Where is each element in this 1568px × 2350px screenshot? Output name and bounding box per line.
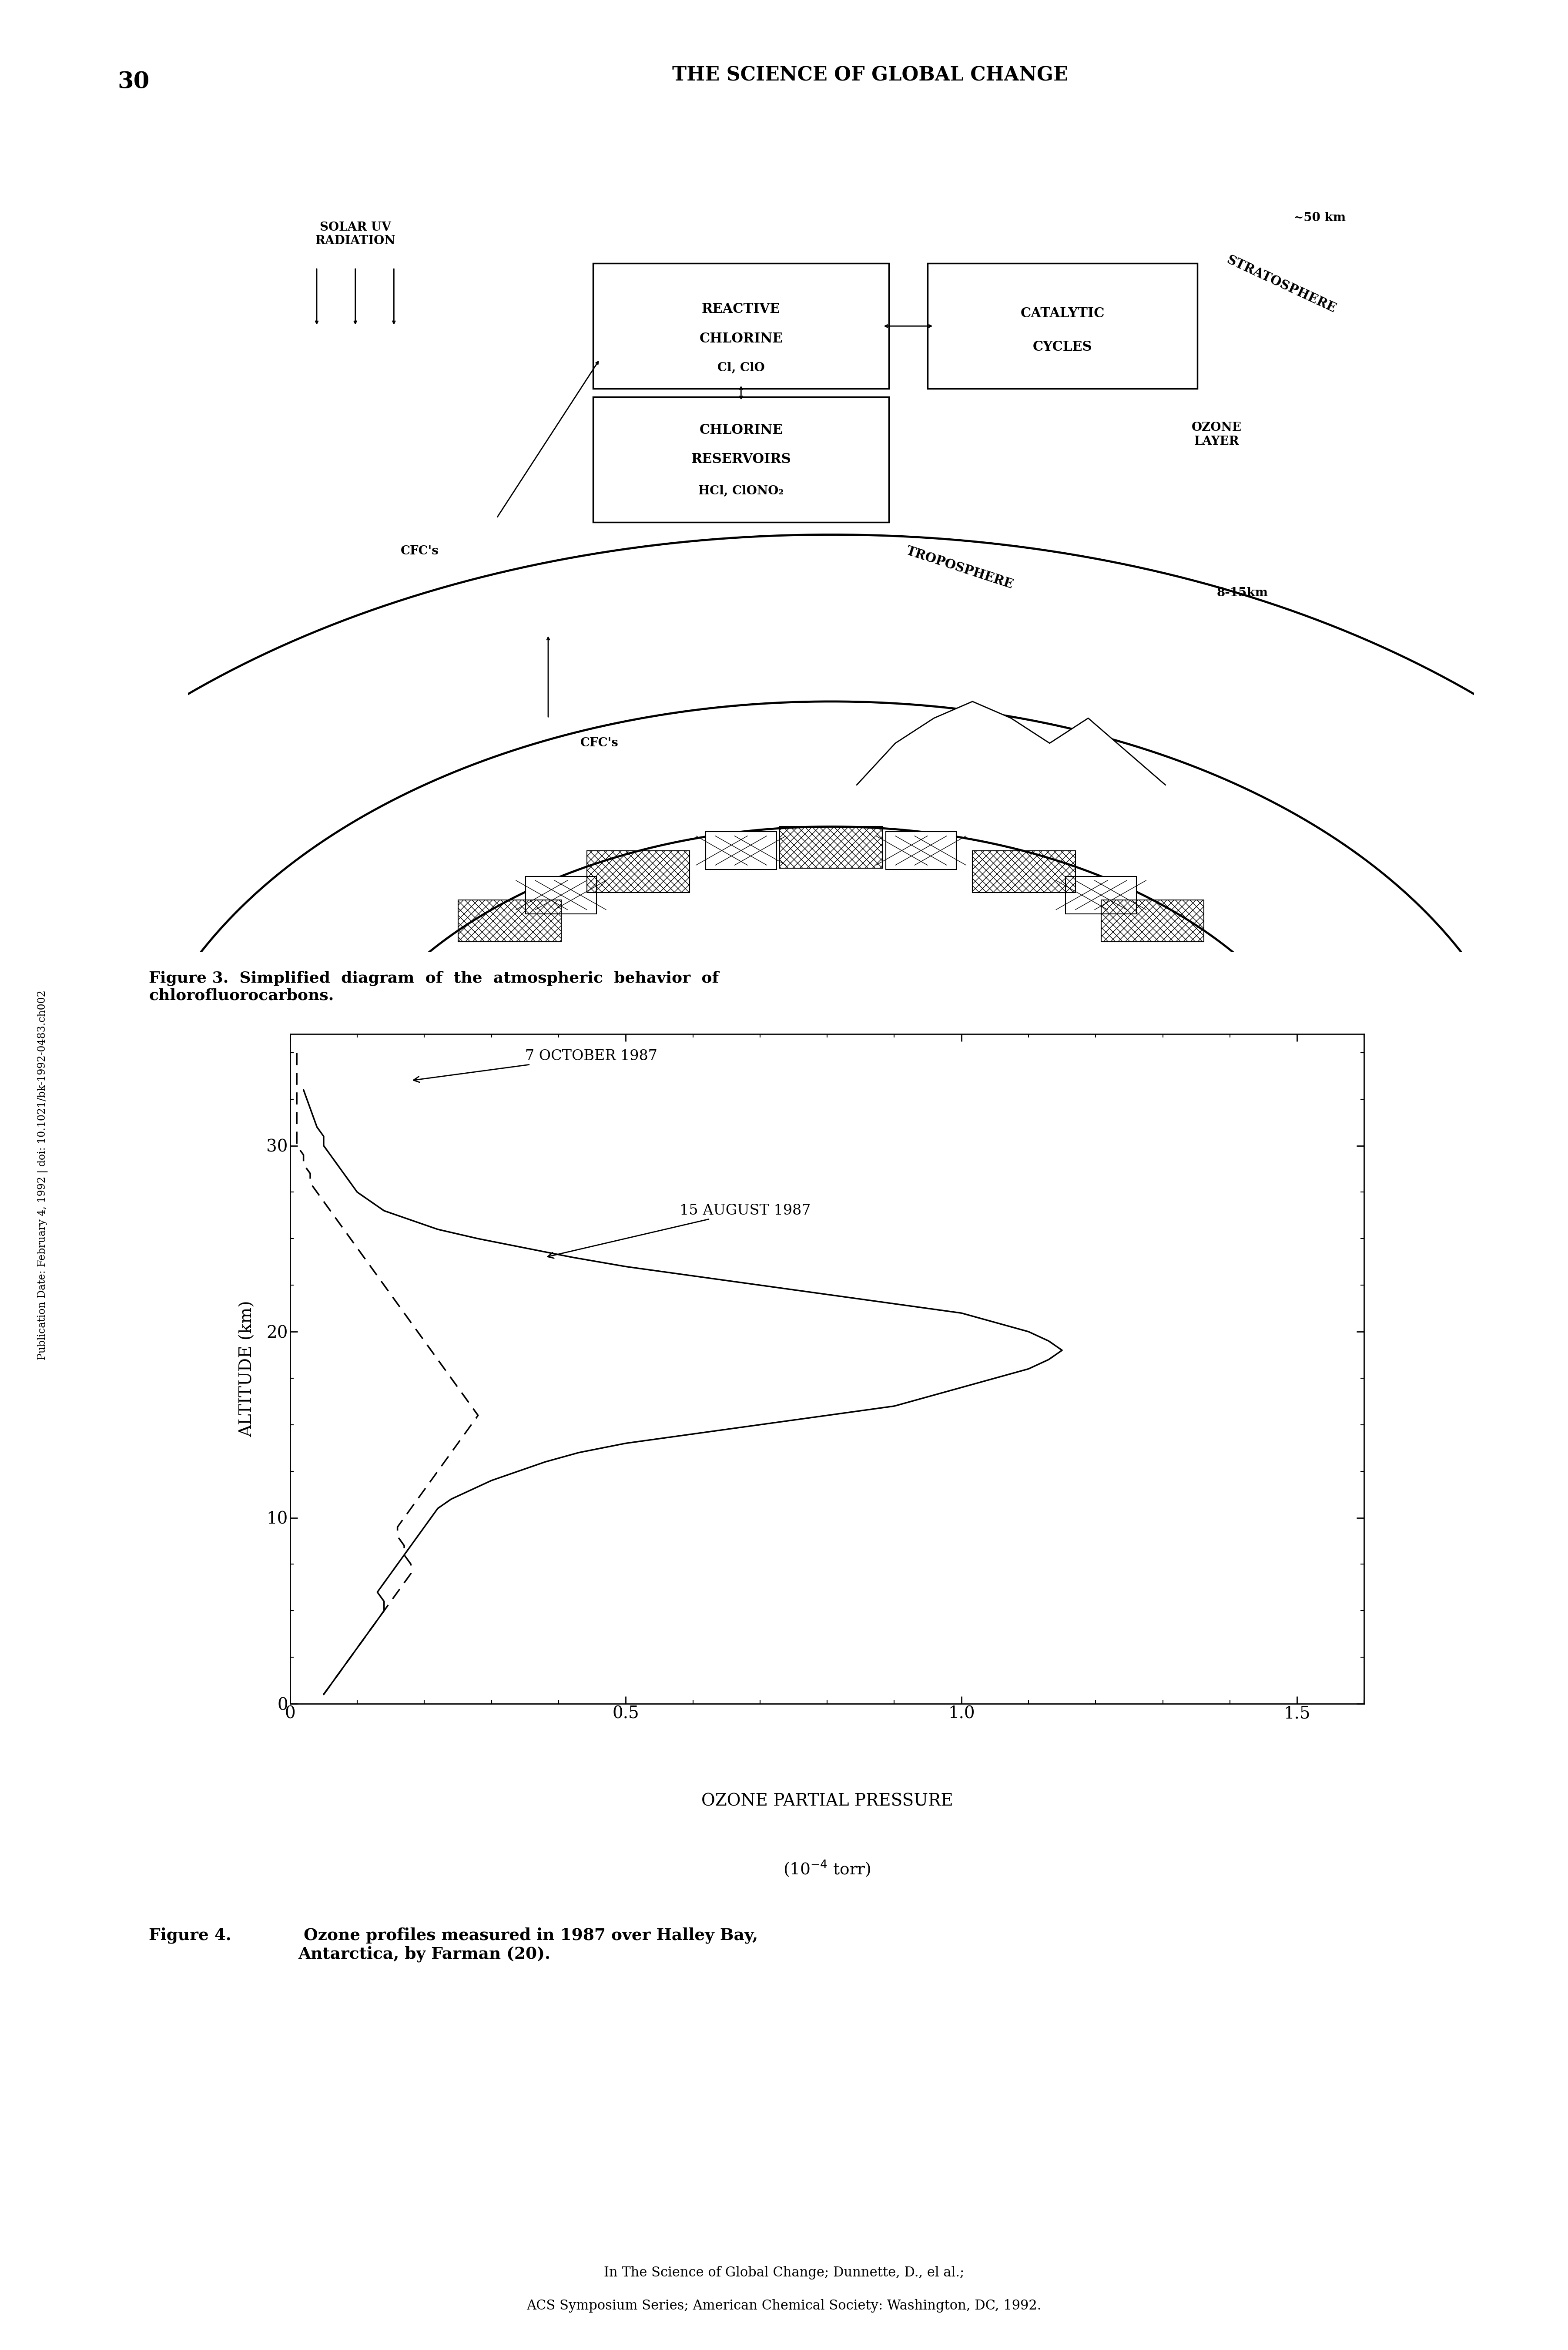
Text: REACTIVE: REACTIVE [702, 303, 781, 317]
Text: CATALYTIC: CATALYTIC [1021, 308, 1104, 320]
Y-axis label: ALTITUDE (km): ALTITUDE (km) [240, 1300, 256, 1438]
Text: CHLORINE: CHLORINE [699, 423, 782, 437]
Text: OZONE PARTIAL PRESSURE: OZONE PARTIAL PRESSURE [701, 1793, 953, 1810]
Polygon shape [345, 999, 417, 1036]
FancyBboxPatch shape [593, 263, 889, 388]
Text: In The Science of Global Change; Dunnette, D., el al.;: In The Science of Global Change; Dunnett… [604, 2265, 964, 2279]
Text: Ozone profiles measured in 1987 over Halley Bay,
Antarctica, by Farman (20).: Ozone profiles measured in 1987 over Hal… [298, 1927, 757, 1962]
Text: CYCLES: CYCLES [1033, 341, 1093, 352]
FancyBboxPatch shape [927, 263, 1198, 388]
Polygon shape [1066, 877, 1137, 914]
Text: CFC's: CFC's [580, 738, 619, 750]
Text: Cl, ClO: Cl, ClO [718, 362, 765, 374]
Text: 8-15km: 8-15km [1217, 588, 1269, 599]
Text: HCl, ClONO₂: HCl, ClONO₂ [698, 486, 784, 498]
Text: 30: 30 [118, 70, 149, 92]
Text: Publication Date: February 4, 1992 | doi: 10.1021/bk-1992-0483.ch002: Publication Date: February 4, 1992 | doi… [38, 989, 47, 1361]
Text: Figure 3.  Simplified  diagram  of  the  atmospheric  behavior  of
chlorofluoroc: Figure 3. Simplified diagram of the atmo… [149, 971, 720, 1003]
Text: CFC's: CFC's [400, 545, 439, 557]
Text: SOLAR UV
RADIATION: SOLAR UV RADIATION [315, 221, 395, 247]
Polygon shape [525, 877, 596, 914]
Polygon shape [1245, 999, 1317, 1036]
Text: RESERVOIRS: RESERVOIRS [691, 454, 790, 465]
Text: 15 AUGUST 1987: 15 AUGUST 1987 [547, 1203, 811, 1257]
Text: OZONE
LAYER: OZONE LAYER [1192, 423, 1242, 446]
Text: Figure 4.: Figure 4. [149, 1927, 232, 1943]
Text: CHLORINE: CHLORINE [699, 331, 782, 345]
Text: 7 OCTOBER 1987: 7 OCTOBER 1987 [414, 1050, 657, 1083]
Text: ~50 km: ~50 km [1294, 212, 1345, 223]
Text: ACS Symposium Series; American Chemical Society: Washington, DC, 1992.: ACS Symposium Series; American Chemical … [527, 2298, 1041, 2312]
Text: THE SCIENCE OF GLOBAL CHANGE: THE SCIENCE OF GLOBAL CHANGE [673, 66, 1068, 85]
Text: TROPOSPHERE: TROPOSPHERE [905, 545, 1014, 592]
Polygon shape [886, 832, 956, 870]
FancyBboxPatch shape [593, 397, 889, 522]
Text: STRATOSPHERE: STRATOSPHERE [1225, 254, 1338, 315]
Polygon shape [706, 832, 776, 870]
Text: (10$^{-4}$ torr): (10$^{-4}$ torr) [784, 1859, 870, 1878]
